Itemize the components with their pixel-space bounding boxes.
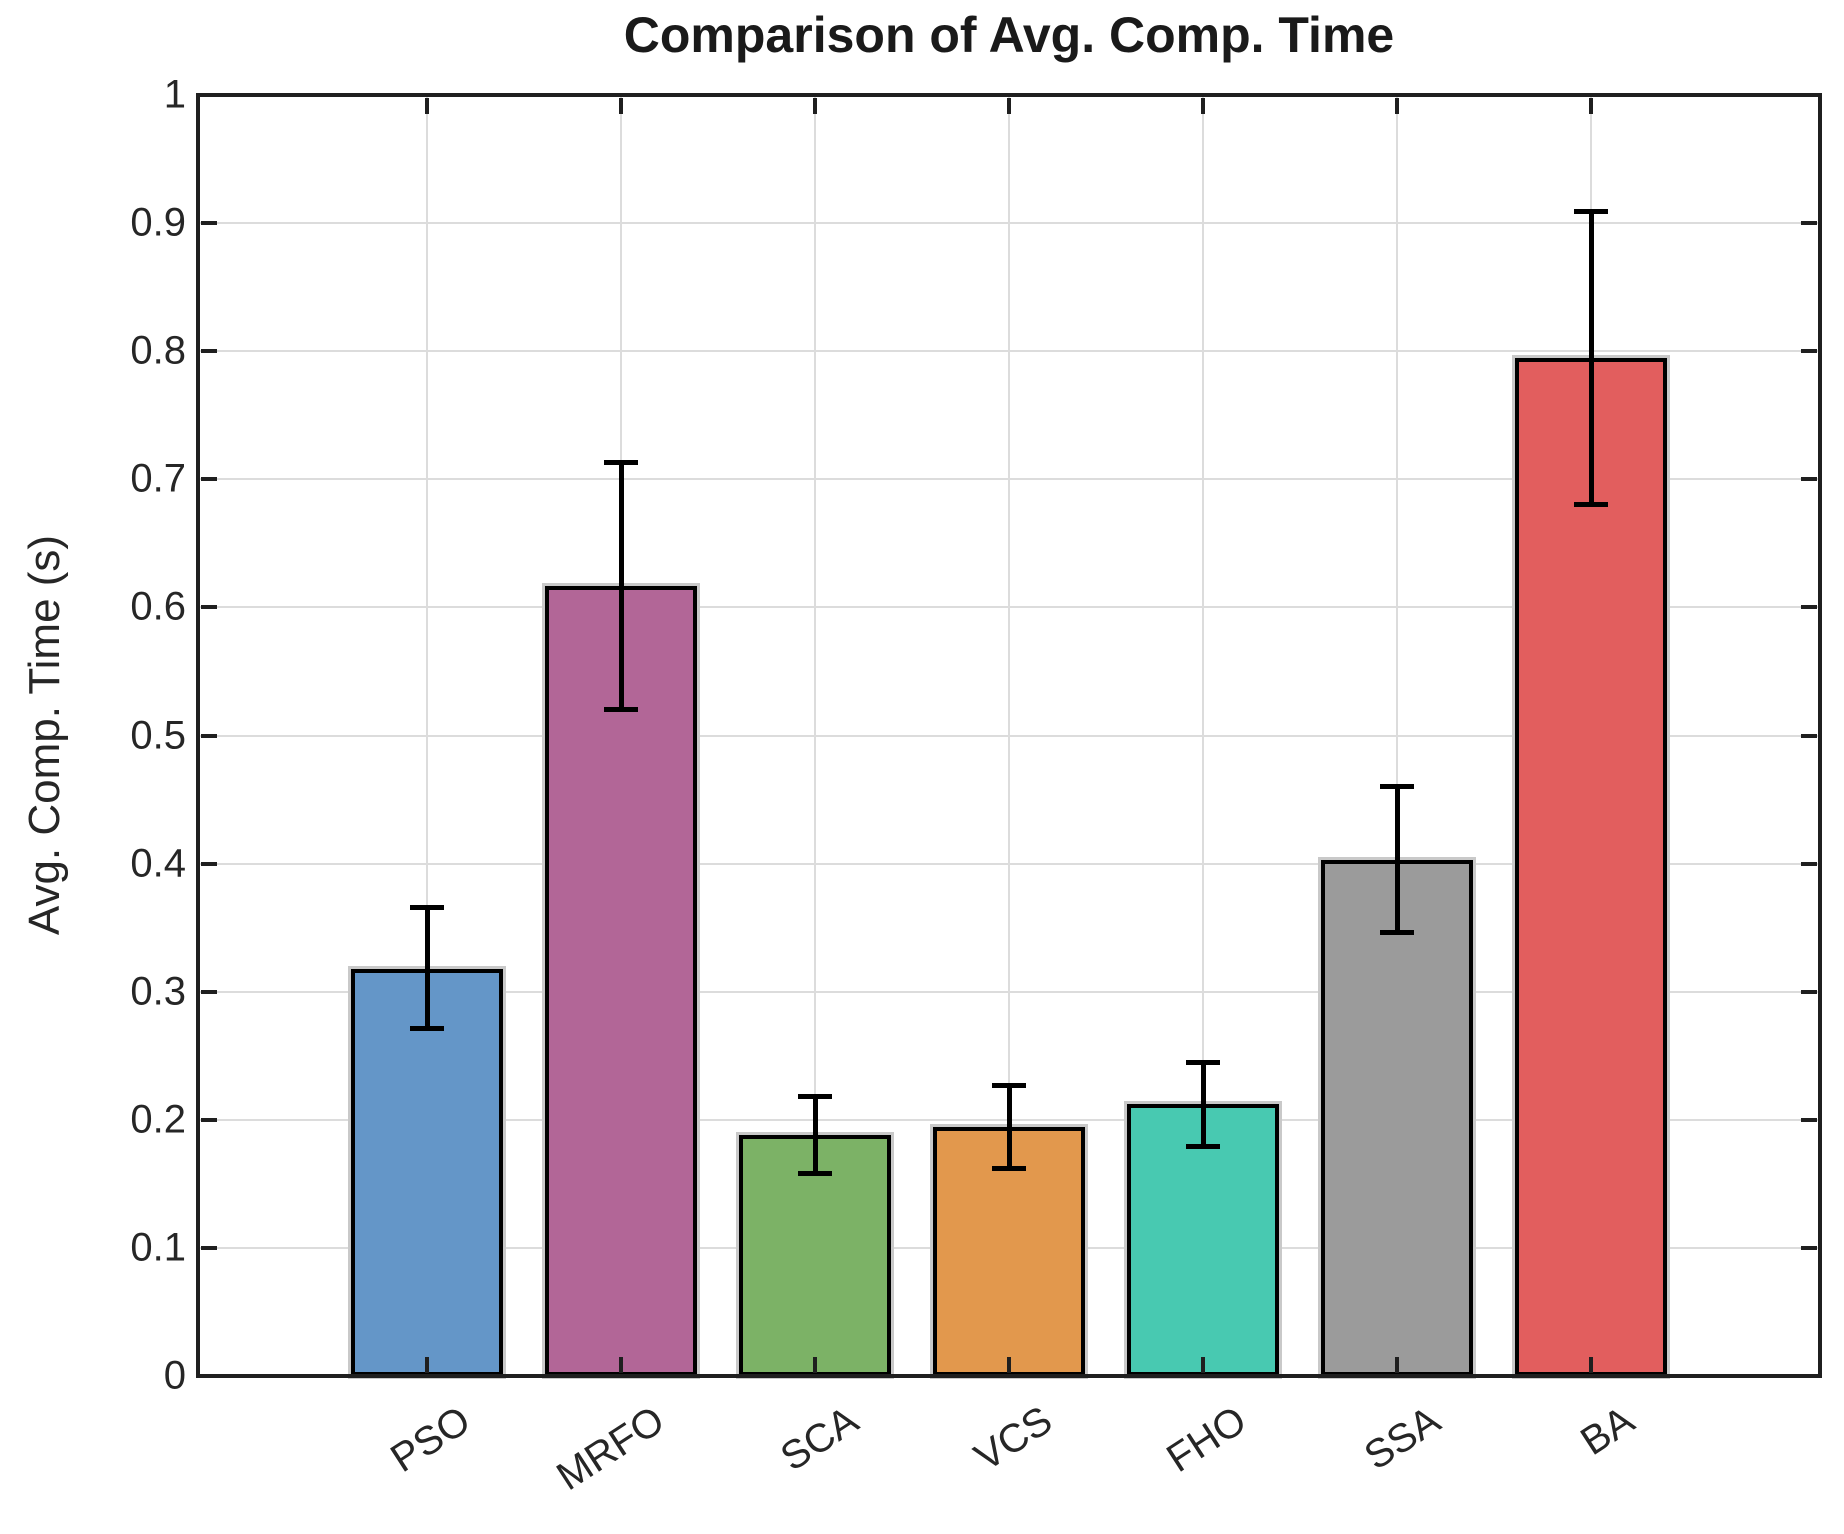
x-tick-top: [1007, 98, 1011, 114]
error-bar-ba: [1588, 211, 1594, 505]
y-tick-right: [1801, 221, 1817, 226]
bar-ssa: [1321, 859, 1473, 1376]
error-cap-top-pso: [410, 904, 444, 910]
error-cap-top-ba: [1574, 209, 1608, 215]
y-tick-label: 0.6: [130, 584, 186, 629]
y-tick-label: 0.7: [130, 456, 186, 501]
y-tick-right: [1801, 1117, 1817, 1122]
y-tick-label: 0.4: [130, 841, 186, 886]
error-cap-bottom-ssa: [1380, 930, 1414, 936]
x-tick-top: [813, 98, 817, 114]
y-tick-label: 0.8: [130, 328, 186, 373]
y-tick-right: [1801, 733, 1817, 738]
error-bar-ssa: [1394, 786, 1400, 933]
x-tick-bottom: [1395, 1357, 1399, 1373]
error-cap-bottom-vcs: [992, 1165, 1026, 1171]
x-tick-top: [1201, 98, 1205, 114]
y-tick-right: [1801, 1245, 1817, 1250]
bar-fho: [1127, 1104, 1279, 1376]
horizontal-gridline: [198, 222, 1820, 225]
horizontal-gridline: [198, 350, 1820, 353]
y-tick-label: 0.1: [130, 1225, 186, 1270]
x-tick-label-pso: PSO: [383, 1398, 478, 1481]
x-tick-bottom: [425, 1357, 429, 1373]
error-bar-vcs: [1006, 1085, 1012, 1169]
error-cap-bottom-mrfo: [604, 707, 638, 713]
x-tick-bottom: [1201, 1357, 1205, 1373]
y-tick-label: 0.9: [130, 200, 186, 245]
y-tick-right: [1801, 861, 1817, 866]
horizontal-gridline: [198, 734, 1820, 737]
y-tick-right: [1801, 989, 1817, 994]
y-tick-label: 1: [163, 72, 186, 117]
y-tick-right: [1801, 349, 1817, 354]
y-tick-left: [201, 1117, 217, 1122]
x-tick-label-ba: BA: [1573, 1398, 1642, 1464]
error-cap-top-vcs: [992, 1082, 1026, 1088]
error-cap-bottom-fho: [1186, 1144, 1220, 1150]
y-tick-label: 0: [163, 1353, 186, 1398]
y-axis-label: Avg. Comp. Time (s): [20, 534, 69, 936]
error-cap-bottom-pso: [410, 1026, 444, 1032]
horizontal-gridline: [198, 478, 1820, 481]
x-tick-label-ssa: SSA: [1356, 1398, 1448, 1479]
chart-title: Comparison of Avg. Comp. Time: [623, 7, 1395, 63]
x-tick-label-sca: SCA: [773, 1398, 866, 1480]
x-tick-top: [1589, 98, 1593, 114]
error-cap-bottom-ba: [1574, 502, 1608, 508]
error-bar-mrfo: [618, 462, 624, 710]
horizontal-gridline: [198, 990, 1820, 993]
y-tick-left: [201, 221, 217, 226]
error-cap-top-fho: [1186, 1059, 1220, 1065]
y-tick-right: [1801, 605, 1817, 610]
y-tick-right: [1801, 477, 1817, 482]
x-tick-top: [1395, 98, 1399, 114]
y-tick-left: [201, 605, 217, 610]
x-tick-label-fho: FHO: [1159, 1398, 1254, 1481]
y-tick-label: 0.2: [130, 1097, 186, 1142]
x-tick-bottom: [1589, 1357, 1593, 1373]
x-tick-bottom: [619, 1357, 623, 1373]
horizontal-gridline: [198, 862, 1820, 865]
y-tick-left: [201, 477, 217, 482]
x-tick-label-mrfo: MRFO: [549, 1398, 672, 1500]
bar-ba: [1515, 357, 1667, 1376]
y-tick-left: [201, 1245, 217, 1250]
y-tick-left: [201, 733, 217, 738]
y-tick-label: 0.3: [130, 969, 186, 1014]
error-bar-sca: [812, 1096, 818, 1174]
error-bar-fho: [1200, 1062, 1206, 1147]
y-tick-label: 0.5: [130, 713, 186, 757]
x-tick-label-vcs: VCS: [967, 1398, 1060, 1480]
y-tick-left: [201, 989, 217, 994]
error-cap-top-ssa: [1380, 784, 1414, 790]
x-tick-top: [425, 98, 429, 114]
horizontal-gridline: [198, 606, 1820, 609]
bar-sca: [739, 1135, 891, 1376]
x-tick-bottom: [813, 1357, 817, 1373]
error-bar-pso: [424, 907, 430, 1029]
error-cap-top-sca: [798, 1094, 832, 1100]
x-tick-bottom: [1007, 1357, 1011, 1373]
error-cap-bottom-sca: [798, 1171, 832, 1177]
bar-pso: [351, 968, 503, 1376]
y-tick-left: [201, 861, 217, 866]
y-tick-left: [201, 349, 217, 354]
x-tick-top: [619, 98, 623, 114]
error-cap-top-mrfo: [604, 460, 638, 466]
